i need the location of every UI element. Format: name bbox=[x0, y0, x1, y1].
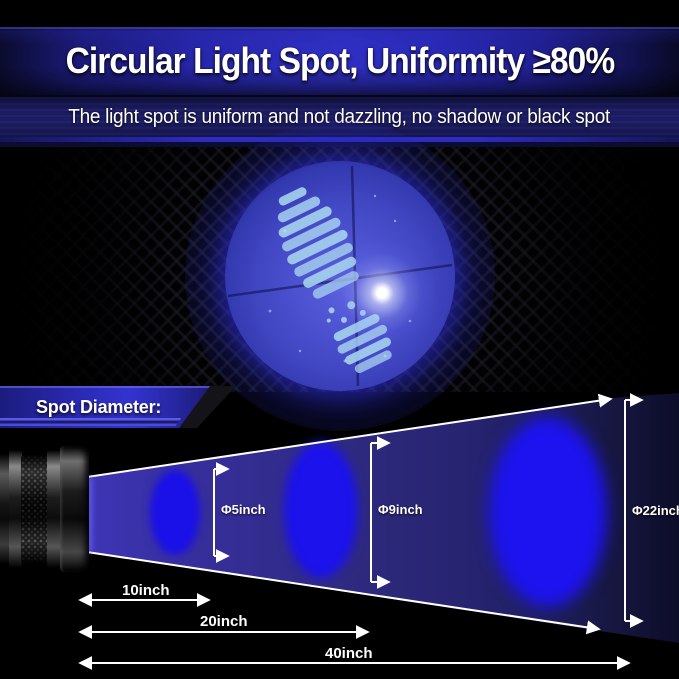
flashlight-knurling bbox=[21, 455, 48, 563]
distance-label-20inch: 20inch bbox=[200, 613, 248, 630]
flashlight-head bbox=[60, 446, 89, 572]
beam-spot-9inch bbox=[284, 442, 358, 578]
spot-diameter-label: Spot Diameter: bbox=[36, 396, 162, 417]
flashlight-ring-left bbox=[9, 450, 22, 568]
band-divider bbox=[0, 95, 679, 97]
page-title: Circular Light Spot, Uniformity ≥80% bbox=[65, 40, 614, 81]
spot-diameter-banner-underline bbox=[0, 417, 182, 428]
beam-spot-5inch bbox=[150, 470, 200, 555]
subtitle-text: The light spot is uniform and not dazzli… bbox=[68, 105, 611, 128]
diameter-label-22inch: Φ22inch bbox=[632, 503, 679, 518]
lens-glow bbox=[86, 477, 92, 552]
flashlight-ring-right bbox=[47, 450, 61, 568]
distance-label-40inch: 40inch bbox=[325, 645, 373, 662]
diameter-label-9inch: Φ9inch bbox=[378, 502, 423, 517]
flashlight-body bbox=[0, 454, 10, 564]
title-banner: Circular Light Spot, Uniformity ≥80% bbox=[0, 27, 679, 95]
beam-spot-22inch bbox=[489, 417, 607, 607]
flashlight bbox=[0, 446, 89, 572]
uv-spot-photo bbox=[0, 121, 679, 431]
glare-highlight bbox=[225, 161, 455, 391]
distance-label-10inch: 10inch bbox=[122, 582, 170, 599]
diameter-label-5inch: Φ5inch bbox=[221, 502, 266, 517]
light-spot-circle bbox=[225, 161, 455, 391]
